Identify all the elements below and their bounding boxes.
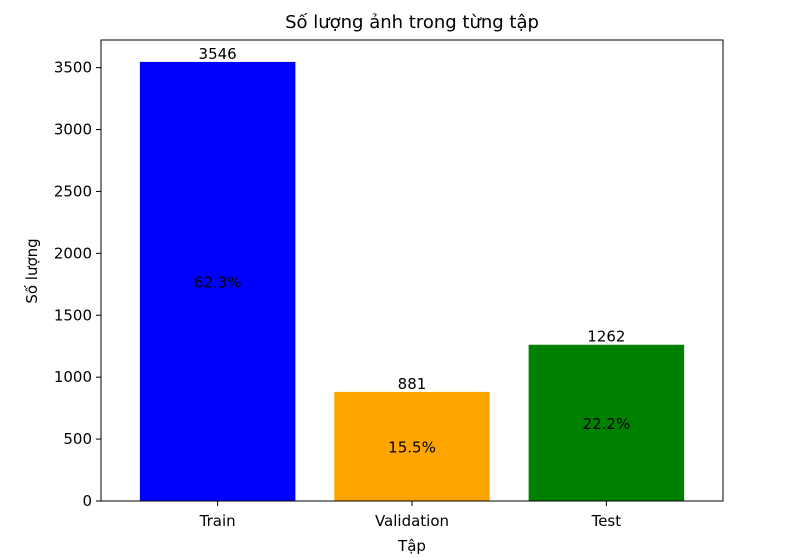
x-axis-label: Tập [397, 537, 426, 555]
value-label-validation: 881 [398, 375, 427, 393]
y-axis: 0 500 1000 1500 2000 2500 3000 3500 [54, 59, 101, 510]
x-tick-label: Train [199, 512, 236, 530]
bar-train [139, 61, 296, 502]
x-axis: Train Validation Test [199, 501, 622, 530]
labels-layer: 3546 62.3% 881 15.5% 1262 22.2% [194, 45, 630, 457]
y-tick-label: 3500 [54, 59, 92, 77]
value-label-train: 3546 [199, 45, 237, 63]
y-tick-label: 0 [82, 492, 92, 510]
y-tick-label: 1000 [54, 368, 92, 386]
percent-label-validation: 15.5% [388, 438, 436, 456]
x-tick-label: Test [591, 512, 622, 530]
y-tick-label: 3000 [54, 121, 92, 139]
bar-validation [334, 391, 490, 501]
y-tick-label: 500 [63, 430, 92, 448]
bars-layer [139, 61, 685, 502]
y-axis-label: Số lượng [23, 238, 41, 303]
x-tick-label: Validation [375, 512, 449, 530]
percent-label-train: 62.3% [194, 273, 242, 291]
chart-title: Số lượng ảnh trong từng tập [285, 12, 539, 33]
value-label-test: 1262 [587, 328, 625, 346]
percent-label-test: 22.2% [583, 415, 631, 433]
y-tick-label: 2000 [54, 244, 92, 262]
bar-test [528, 344, 685, 501]
y-tick-label: 1500 [54, 306, 92, 324]
y-tick-label: 2500 [54, 182, 92, 200]
